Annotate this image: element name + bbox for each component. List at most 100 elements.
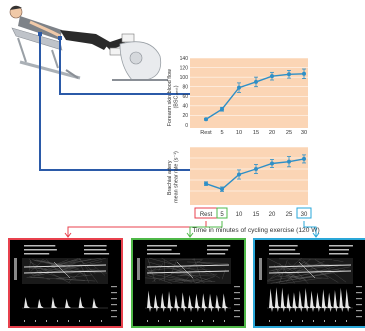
header-text-line bbox=[24, 253, 50, 255]
doppler-wave bbox=[153, 294, 160, 308]
doppler-gate bbox=[298, 261, 316, 279]
scale-tick bbox=[234, 298, 240, 300]
xtick-label: 10 bbox=[236, 130, 242, 136]
time-tick bbox=[35, 320, 36, 322]
data-point bbox=[204, 117, 208, 122]
speckle bbox=[161, 257, 205, 284]
doppler-gate bbox=[53, 261, 71, 279]
speckle bbox=[279, 260, 288, 284]
data-point bbox=[237, 85, 241, 90]
vessel-wall bbox=[23, 264, 107, 268]
speckle bbox=[150, 273, 200, 284]
speckle bbox=[30, 267, 107, 274]
reverse-flow bbox=[155, 308, 158, 312]
time-tick bbox=[158, 320, 159, 322]
xtick-label: 15 bbox=[253, 212, 260, 218]
time-tick bbox=[68, 320, 69, 322]
speckle bbox=[280, 277, 322, 285]
doppler-wave bbox=[310, 290, 316, 308]
reverse-flow bbox=[271, 308, 273, 312]
speckle bbox=[147, 275, 172, 284]
header-text-line bbox=[329, 253, 349, 255]
doppler-gate bbox=[176, 261, 194, 279]
ytick-label: 140 bbox=[180, 56, 189, 62]
reverse-flow bbox=[294, 308, 297, 312]
speckle bbox=[29, 258, 39, 273]
reverse-flow bbox=[276, 308, 279, 312]
scale-tick bbox=[356, 286, 362, 288]
speckle bbox=[277, 264, 329, 271]
time-tick bbox=[24, 320, 25, 322]
reverse-flow bbox=[169, 308, 172, 312]
doppler-wave bbox=[51, 296, 58, 308]
callout-rest bbox=[67, 221, 207, 237]
reverse-flow bbox=[149, 308, 151, 312]
connector-line-bottom bbox=[39, 34, 190, 171]
doppler-wave bbox=[333, 290, 340, 308]
time-tick bbox=[101, 320, 102, 322]
speckle bbox=[32, 259, 79, 269]
doppler-wave bbox=[174, 294, 181, 308]
speckle bbox=[30, 277, 85, 281]
vessel-wall bbox=[268, 264, 352, 268]
header-text-line bbox=[329, 245, 353, 247]
speckle bbox=[79, 258, 98, 283]
speckle bbox=[333, 259, 344, 262]
speckle bbox=[170, 273, 218, 275]
speckle bbox=[310, 265, 333, 269]
reverse-flow bbox=[190, 308, 192, 312]
time-tick bbox=[324, 320, 325, 322]
header-text-line bbox=[207, 249, 229, 251]
doppler-wave bbox=[339, 287, 346, 308]
speckle bbox=[314, 259, 331, 268]
data-point bbox=[220, 107, 224, 112]
header-text-line bbox=[329, 249, 349, 251]
doppler-wave bbox=[321, 289, 328, 308]
speckle bbox=[172, 267, 192, 274]
doppler-wave bbox=[24, 297, 30, 308]
scale-tick bbox=[234, 310, 240, 312]
reverse-flow bbox=[312, 308, 314, 312]
time-tick bbox=[79, 320, 80, 322]
reverse-flow bbox=[317, 308, 320, 312]
doppler-wave bbox=[222, 293, 229, 308]
scale-tick bbox=[234, 292, 240, 294]
doppler-wave bbox=[194, 293, 201, 308]
doppler-wave bbox=[37, 298, 44, 308]
speckle bbox=[55, 278, 96, 282]
time-tick bbox=[335, 320, 336, 322]
speckle bbox=[168, 280, 184, 283]
speckle bbox=[288, 272, 298, 278]
xtick-label: 30 bbox=[301, 130, 307, 136]
header-text-line bbox=[24, 245, 56, 247]
speckle bbox=[297, 270, 332, 272]
header-text-line bbox=[24, 249, 57, 251]
speckle bbox=[28, 260, 31, 271]
reverse-flow bbox=[323, 308, 326, 312]
speckle bbox=[70, 258, 81, 263]
speckle bbox=[57, 274, 93, 279]
xtick-label: 5 bbox=[220, 212, 224, 218]
ytick-label: 20 bbox=[182, 113, 188, 119]
doppler-wave bbox=[274, 287, 281, 308]
speckle bbox=[148, 271, 158, 273]
doppler-wave bbox=[92, 298, 99, 308]
speckle bbox=[199, 266, 221, 279]
header-text-line bbox=[147, 249, 172, 251]
doppler-wave bbox=[327, 292, 334, 308]
callout-30min bbox=[303, 221, 317, 237]
data-point bbox=[287, 72, 291, 77]
speckle bbox=[181, 280, 192, 283]
doppler-wave bbox=[65, 298, 71, 308]
scale-tick bbox=[111, 298, 117, 300]
time-tick bbox=[224, 320, 225, 322]
reverse-flow bbox=[217, 308, 220, 312]
scale-tick bbox=[356, 304, 362, 306]
speckle bbox=[267, 258, 299, 275]
scale-tick bbox=[111, 304, 117, 306]
speckle bbox=[303, 260, 311, 266]
speckle bbox=[177, 275, 215, 277]
header-text-line bbox=[207, 253, 226, 255]
